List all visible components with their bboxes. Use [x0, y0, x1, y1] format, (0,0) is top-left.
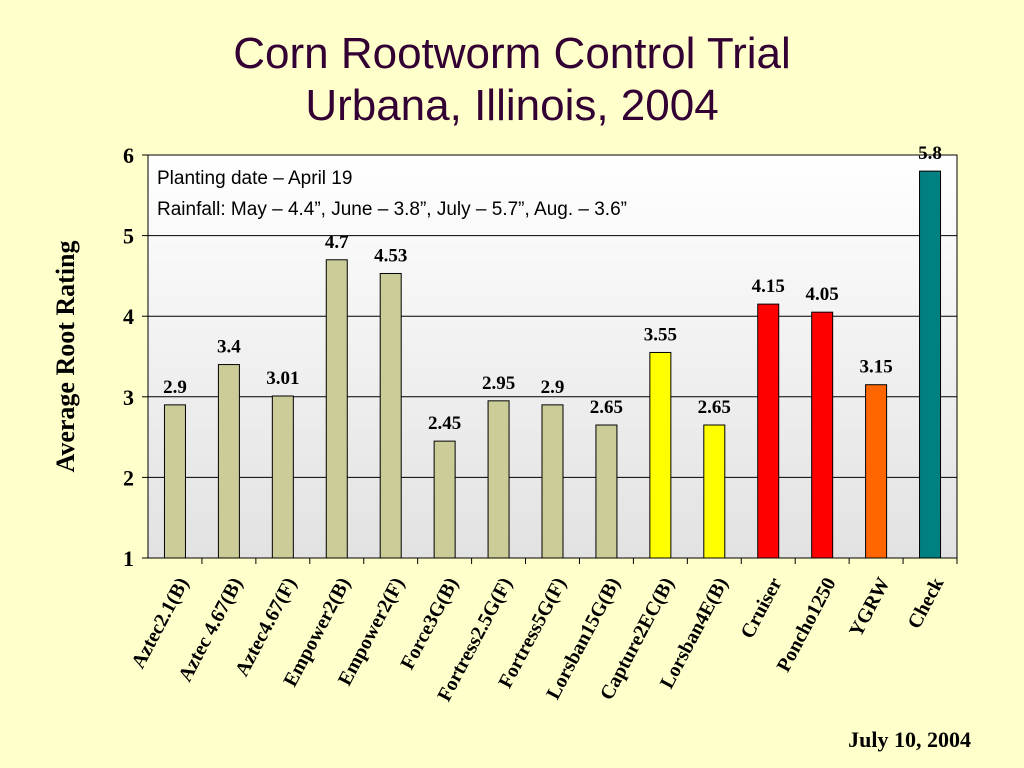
data-label: 4.7	[325, 232, 349, 253]
x-tick-label: YGRW	[845, 574, 894, 641]
data-label: 2.65	[590, 397, 623, 418]
data-label: 2.45	[428, 413, 461, 434]
x-tick-label: Check	[903, 573, 948, 632]
slide-date: July 10, 2004	[848, 727, 971, 752]
title-line-2: Urbana, Illinois, 2004	[305, 81, 719, 130]
y-axis-label: Average Root Rating	[51, 240, 80, 472]
bar	[865, 384, 888, 559]
data-label: 2.65	[698, 397, 731, 418]
slide-title: Corn Rootworm Control Trial Urbana, Illi…	[0, 28, 1024, 132]
data-label: 2.95	[482, 373, 515, 394]
data-label: 3.15	[859, 357, 892, 378]
data-label: 4.53	[374, 245, 407, 266]
y-tick-label: 4	[123, 304, 134, 329]
bar	[325, 259, 348, 559]
data-label: 4.15	[752, 276, 785, 297]
y-tick-label: 6	[123, 143, 134, 168]
bar	[163, 404, 186, 559]
annotation-line: Planting date – April 19	[157, 168, 352, 189]
bar	[541, 404, 564, 559]
bar	[379, 272, 402, 559]
bar	[217, 364, 240, 559]
bar	[703, 424, 726, 559]
data-label: 4.05	[806, 284, 839, 305]
y-tick-label: 2	[123, 465, 134, 490]
y-tick-label: 1	[123, 546, 134, 571]
bar	[487, 400, 510, 559]
data-label: 3.55	[644, 324, 677, 345]
title-line-1: Corn Rootworm Control Trial	[233, 29, 791, 78]
bar	[271, 395, 294, 559]
data-label: 3.4	[217, 337, 241, 358]
bar	[433, 440, 456, 559]
y-tick-label: 5	[123, 224, 134, 249]
bar	[811, 311, 834, 559]
bar	[757, 303, 780, 559]
y-tick-label: 3	[123, 385, 134, 410]
bar	[595, 424, 618, 559]
bar	[919, 170, 942, 559]
data-label: 2.9	[541, 377, 565, 398]
annotation-line: Rainfall: May – 4.4”, June – 3.8”, July …	[157, 199, 627, 220]
bar	[649, 351, 672, 559]
data-label: 3.01	[266, 368, 299, 389]
data-label: 2.9	[163, 377, 187, 398]
data-label: 5.8	[918, 143, 942, 164]
x-tick-label: Cruiser	[736, 574, 786, 642]
